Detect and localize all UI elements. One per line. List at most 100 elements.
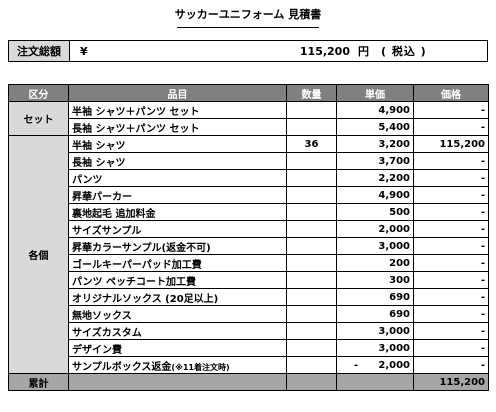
item-unit-price: 3,000 xyxy=(336,237,414,255)
table-row: 昇華カラーサンプル(返金不可) 3,000- xyxy=(9,237,489,255)
item-name-text: パンツ ペッチコート加工費 xyxy=(72,276,196,288)
item-name-text: 無地ソックス xyxy=(72,310,132,322)
header-price: 価格 xyxy=(413,84,489,102)
item-name-text: サイズカスタム xyxy=(72,327,142,339)
item-unit-price: 200 xyxy=(336,254,414,272)
item-quantity xyxy=(286,203,337,221)
table-row: 長袖 シャツ 3,700- xyxy=(9,152,489,170)
item-price: - xyxy=(413,288,489,306)
item-price: - xyxy=(413,152,489,170)
table-header-row: 区分 品目 数量 単価 価格 xyxy=(8,84,489,102)
item-name: パンツ ペッチコート加工費 xyxy=(68,271,287,289)
item-name-text: 長袖 シャツ＋パンツ セット xyxy=(72,123,200,135)
unit-price-value: 2,000 xyxy=(378,223,410,235)
estimate-table: 区分 品目 数量 単価 価格 セット 半袖 シャツ＋パンツ セット 4,900- 長袖… xyxy=(8,84,489,391)
item-quantity xyxy=(286,186,337,204)
item-name: 昇華カラーサンプル(返金不可) xyxy=(68,237,287,255)
item-unit-price: 3,000 xyxy=(336,322,414,340)
header-quantity: 数量 xyxy=(286,84,337,102)
single-category-cell: 各個 xyxy=(8,135,69,374)
item-name-text: 半袖 シャツ＋パンツ セット xyxy=(72,106,200,118)
item-name: 長袖 シャツ xyxy=(68,152,287,170)
item-name-text: 昇華カラーサンプル(返金不可) xyxy=(72,242,211,254)
unit-price-value: 5,400 xyxy=(378,121,410,133)
item-quantity xyxy=(286,288,337,306)
item-name: ゴールキーパーパッド加工費 xyxy=(68,254,287,272)
currency-symbol: ¥ xyxy=(80,44,88,58)
footer-blank-item xyxy=(68,373,287,391)
item-price: - xyxy=(413,322,489,340)
item-unit-price: 5,400 xyxy=(336,118,414,136)
table-row: デザイン費 3,000- xyxy=(9,339,489,357)
unit-price-value: 3,200 xyxy=(378,138,410,150)
unit-price-value: 3,000 xyxy=(378,342,410,354)
item-price: - xyxy=(413,186,489,204)
order-total-box: 注文総額 ¥ 115,200 円 ( 税込 ) xyxy=(8,40,488,62)
table-row: サイズサンプル 2,000- xyxy=(9,220,489,238)
item-quantity xyxy=(286,220,337,238)
item-quantity xyxy=(286,271,337,289)
unit-price-value: 4,900 xyxy=(378,189,410,201)
unit-price-value: 690 xyxy=(389,291,410,303)
item-name: 半袖 シャツ xyxy=(68,135,287,153)
item-unit-price: 2,000 xyxy=(336,220,414,238)
item-unit-price: 690 xyxy=(336,305,414,323)
item-quantity xyxy=(286,305,337,323)
item-price: - xyxy=(413,203,489,221)
table-row: 長袖 シャツ＋パンツ セット 5,400- xyxy=(9,118,489,136)
item-name-text: デザイン費 xyxy=(72,344,122,356)
item-name: 無地ソックス xyxy=(68,305,287,323)
unit-price-value: 3,000 xyxy=(378,240,410,252)
unit-price-value: 200 xyxy=(389,257,410,269)
cumulative-total: 115,200 xyxy=(413,373,489,391)
header-category: 区分 xyxy=(8,84,69,102)
item-price: - xyxy=(413,101,489,119)
item-name: 長袖 シャツ＋パンツ セット xyxy=(68,118,287,136)
table-row: 各個 半袖 シャツ 36 3,200 115,200 xyxy=(8,135,489,374)
item-name-text: 昇華パーカー xyxy=(72,191,132,203)
item-quantity xyxy=(286,101,337,119)
item-quantity xyxy=(286,339,337,357)
table-row: サイズカスタム 3,000- xyxy=(9,322,489,340)
table-row: ゴールキーパーパッド加工費 200- xyxy=(9,254,489,272)
item-name: パンツ xyxy=(68,169,287,187)
header-unit-price: 単価 xyxy=(336,84,414,102)
item-name-text: 裏地起毛 追加料金 xyxy=(72,208,156,220)
table-row: パンツ 2,200- xyxy=(9,169,489,187)
item-name: 半袖 シャツ＋パンツ セット xyxy=(68,101,287,119)
unit-price-value: 2,000 xyxy=(378,359,410,371)
item-note: (※11着注文時) xyxy=(171,362,230,372)
item-quantity: 36 xyxy=(286,135,337,153)
item-price: - xyxy=(413,237,489,255)
table-row: 昇華パーカー 4,900- xyxy=(9,186,489,204)
item-name: サンプルボックス返金(※11着注文時) xyxy=(68,356,287,374)
item-name: オリジナルソックス (20足以上) xyxy=(68,288,287,306)
table-row: サンプルボックス返金(※11着注文時) -2,000- xyxy=(9,356,489,374)
item-unit-price: 4,900 xyxy=(336,186,414,204)
item-price: 115,200 xyxy=(413,135,489,153)
table-row: 裏地起毛 追加料金 500- xyxy=(9,203,489,221)
table-row: パンツ ペッチコート加工費 300- xyxy=(9,271,489,289)
item-price: - xyxy=(413,169,489,187)
unit-price-value: 2,200 xyxy=(378,172,410,184)
item-name-text: パンツ xyxy=(72,174,103,186)
item-quantity xyxy=(286,237,337,255)
item-name-text: サンプルボックス返金 xyxy=(72,361,172,373)
order-total-unit: 円 xyxy=(358,45,369,58)
item-unit-price: 2,200 xyxy=(336,169,414,187)
cumulative-label: 累計 xyxy=(8,373,69,391)
item-unit-price: 3,000 xyxy=(336,339,414,357)
item-name: デザイン費 xyxy=(68,339,287,357)
item-price: - xyxy=(413,118,489,136)
item-price: - xyxy=(413,254,489,272)
unit-price-value: 300 xyxy=(389,274,410,286)
item-name-text: サイズサンプル xyxy=(72,225,142,237)
order-total-label: 注文総額 xyxy=(9,41,70,61)
table-body: セット 半袖 シャツ＋パンツ セット 4,900- 長袖 シャツ＋パンツ セット 5,4… xyxy=(8,101,489,374)
table-row: オリジナルソックス (20足以上) 690- xyxy=(9,288,489,306)
item-name-text: オリジナルソックス (20足以上) xyxy=(72,293,219,305)
item-price: - xyxy=(413,339,489,357)
page-title: サッカーユニフォーム 見積書 xyxy=(0,6,496,28)
item-name: 昇華パーカー xyxy=(68,186,287,204)
item-name: サイズカスタム xyxy=(68,322,287,340)
